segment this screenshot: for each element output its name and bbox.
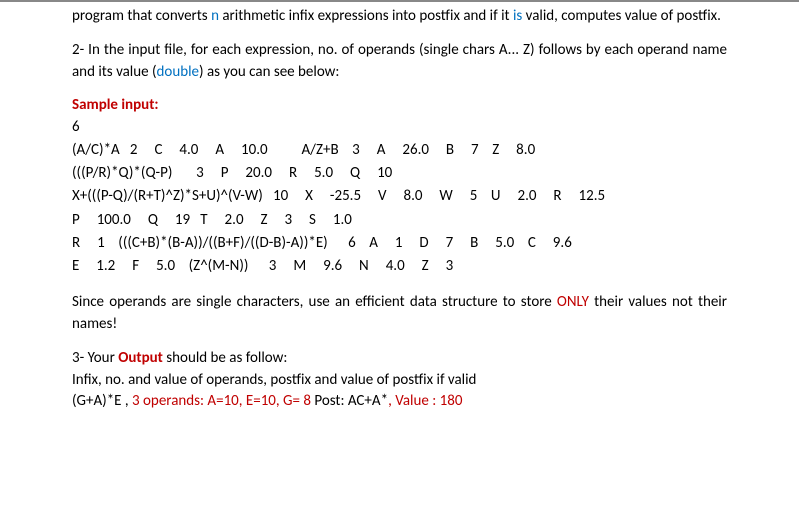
- word-only: ONLY: [557, 293, 589, 311]
- operands-part: 3 operands: A=10, E=10, G= 8: [132, 392, 314, 410]
- sample-input-label: Sample input:: [72, 95, 727, 117]
- output-format-line: Infix, no. and value of operands, postfi…: [72, 370, 727, 392]
- sample-row: P 100.0 Q 19 T 2.0 Z 3 S 1.0: [72, 209, 727, 232]
- text: should be as follow:: [163, 349, 287, 367]
- sample-row: (((P/R)*Q)*(Q-P) 3 P 20.0 R 5.0 Q 10: [72, 162, 727, 185]
- type-double: double: [157, 63, 199, 81]
- sample-input-n: 6: [72, 117, 727, 139]
- text: ) as you can see below:: [199, 63, 339, 81]
- label: Sample input:: [72, 96, 159, 114]
- sample-input-block: (A/C)*A 2 C 4.0 A 10.0 A/Z+B 3 A 26.0 B …: [72, 139, 727, 279]
- sample-row: X+(((P-Q)/(R+T)^Z)*S+U)^(V-W) 10 X -25.5…: [72, 185, 727, 208]
- text: program that converts: [72, 7, 211, 25]
- paragraph-intro: program that converts n arithmetic infix…: [72, 6, 727, 28]
- value-n: 6: [72, 118, 80, 136]
- sample-row: R 1 (((C+B)*(B-A))/((B+F)/((D-B)-A))*E) …: [72, 232, 727, 255]
- text: Since operands are single characters, us…: [72, 293, 557, 311]
- paragraph-input-spec: 2- In the input file, for each expressio…: [72, 40, 727, 84]
- word-output: Output: [118, 349, 163, 367]
- paragraph-note: Since operands are single characters, us…: [72, 292, 727, 336]
- document-page: program that converts n arithmetic infix…: [0, 0, 799, 529]
- value-part: , Value : 180: [388, 392, 462, 410]
- postfix-part: Post: AC+A*: [314, 392, 388, 410]
- text: valid, computes value of postfix.: [522, 7, 721, 25]
- text: Infix, no. and value of operands, postfi…: [72, 371, 476, 389]
- sample-row: (A/C)*A 2 C 4.0 A 10.0 A/Z+B 3 A 26.0 B …: [72, 139, 727, 162]
- word-is: is: [513, 7, 522, 25]
- var-n: n: [211, 7, 219, 25]
- output-heading: 3- Your Output should be as follow:: [72, 348, 727, 370]
- text: 3- Your: [72, 349, 118, 367]
- text: (G+A)*E ,: [72, 392, 132, 410]
- output-example-line: (G+A)*E , 3 operands: A=10, E=10, G= 8 P…: [72, 391, 727, 413]
- sample-row: E 1.2 F 5.0 (Z^(M-N)) 3 M 9.6 N 4.0 Z 3: [72, 255, 727, 278]
- text: arithmetic infix expressions into postfi…: [219, 7, 513, 25]
